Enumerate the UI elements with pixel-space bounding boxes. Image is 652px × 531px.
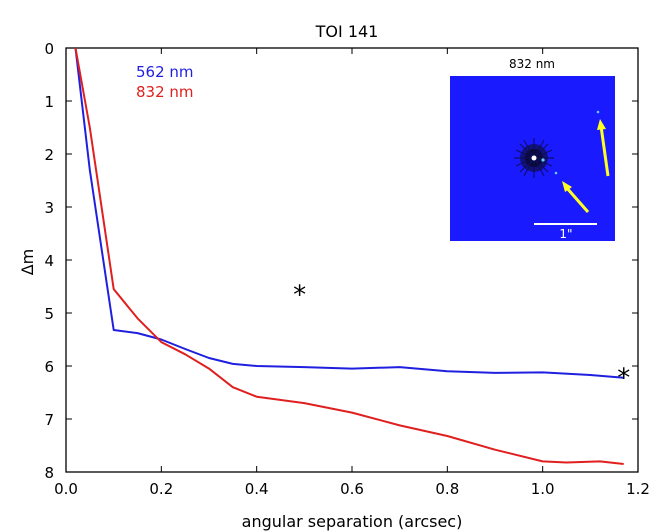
y-tick-label: 3 [44,199,54,217]
legend: 562 nm 832 nm [136,63,194,101]
inset-title: 832 nm [509,57,555,71]
inset-arrows [562,119,610,213]
x-tick-label: 1.0 [531,480,555,498]
y-tick-label: 5 [44,305,54,323]
legend-entry-562nm: 562 nm [136,63,194,81]
y-axis: 0 1 2 3 4 5 6 7 8 [44,40,638,482]
y-tick-label: 8 [44,464,54,482]
series-lines [74,47,624,465]
star-markers: ** [293,280,630,393]
star-marker: * [617,364,630,394]
x-tick-label: 1.2 [626,480,650,498]
x-tick-label: 0.0 [54,480,78,498]
y-axis-label: Δm [18,249,37,276]
x-axis: 0.0 0.2 0.4 0.6 0.8 1.0 1.2 [54,48,650,498]
inset-scale-label: 1" [559,227,572,241]
inset-image: 832 nm [450,57,615,241]
companion-star-mid [554,171,558,175]
series-line-832nm [74,47,624,465]
arrow-shaft-1 [564,186,590,213]
star-marker: * [293,280,306,310]
y-tick-label: 7 [44,411,54,429]
series-line-562nm [74,47,624,379]
chart-title: TOI 141 [315,22,379,41]
primary-star [531,155,537,161]
arrow-shaft-2 [599,125,610,177]
x-axis-label: angular separation (arcsec) [242,512,463,531]
legend-entry-832nm: 832 nm [136,83,194,101]
y-tick-label: 1 [44,93,54,111]
companion-star-near [541,158,545,162]
companion-star-far [596,110,600,114]
x-tick-label: 0.8 [435,480,459,498]
x-tick-label: 0.6 [340,480,364,498]
y-tick-label: 2 [44,146,54,164]
arrow-head-1 [562,181,572,192]
y-tick-label: 4 [44,252,54,270]
arrow-head-2 [597,119,606,130]
speckle-pattern [514,110,600,178]
y-tick-label: 0 [44,40,54,58]
x-tick-label: 0.2 [149,480,173,498]
y-tick-label: 6 [44,358,54,376]
x-tick-label: 0.4 [245,480,269,498]
